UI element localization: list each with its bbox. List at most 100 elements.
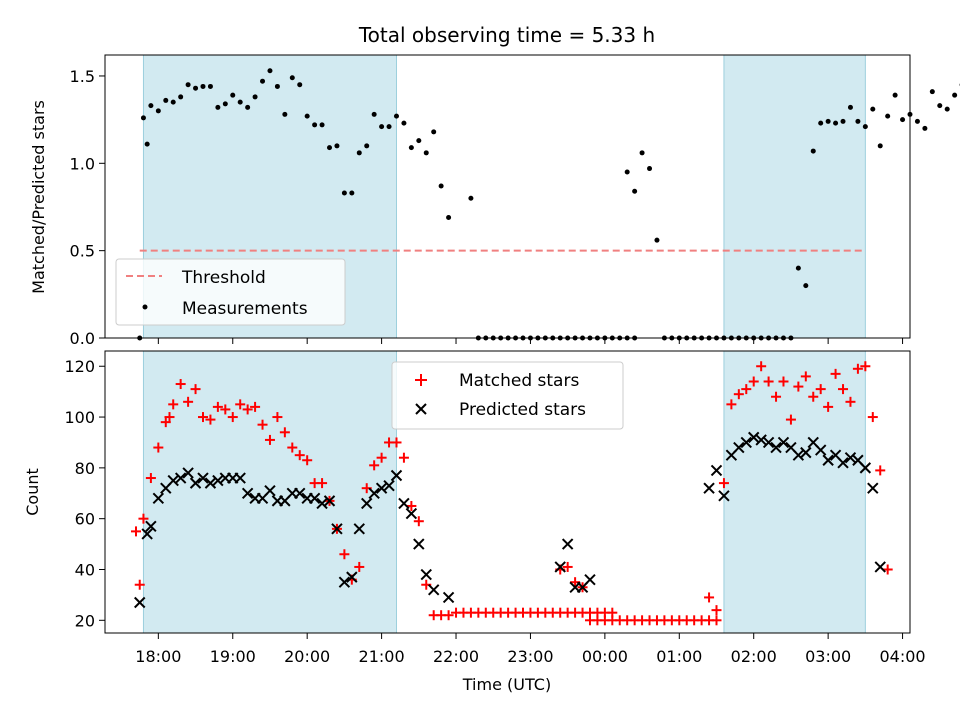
measurement-point	[446, 215, 451, 220]
measurement-point	[409, 145, 414, 150]
measurement-point	[305, 114, 310, 119]
measurement-point	[640, 150, 645, 155]
measurement-point	[431, 129, 436, 134]
measurement-point	[297, 82, 302, 87]
measurement-point	[922, 126, 927, 131]
measurement-point	[200, 84, 205, 89]
xtick-label: 19:00	[210, 647, 256, 666]
xtick-label: 23:00	[507, 647, 553, 666]
shaded-interval-2	[724, 351, 865, 633]
measurement-point	[253, 94, 258, 99]
measurement-point	[334, 143, 339, 148]
predicted-star-point	[421, 570, 431, 580]
bottom-ytick-label: 60	[75, 510, 95, 529]
predicted-star-point	[563, 539, 573, 549]
matched-star-point	[399, 453, 409, 463]
figure-title: Total observing time = 5.33 h	[358, 23, 655, 47]
bottom-legend: Matched stars Predicted stars	[392, 362, 623, 429]
measurement-point	[290, 75, 295, 80]
predicted-star-point	[585, 575, 595, 585]
matched-legend-label: Matched stars	[459, 371, 579, 391]
xtick-label: 04:00	[880, 647, 926, 666]
xtick-label: 00:00	[582, 647, 628, 666]
measurement-point	[364, 143, 369, 148]
predicted-star-point	[704, 483, 714, 493]
measurement-point	[342, 191, 347, 196]
xtick-label: 02:00	[731, 647, 777, 666]
measurement-point	[893, 93, 898, 98]
measurement-point	[394, 114, 399, 119]
predicted-star-point	[429, 585, 439, 595]
measurement-point	[811, 149, 816, 154]
measurement-point	[357, 150, 362, 155]
measurement-point	[171, 100, 176, 105]
measurement-point	[320, 122, 325, 127]
measurement-point	[379, 124, 384, 129]
measurement-point	[952, 93, 957, 98]
measurement-point	[238, 100, 243, 105]
bottom-ytick-label: 100	[64, 408, 95, 427]
measurement-point	[267, 68, 272, 73]
predicted-star-point	[712, 465, 722, 475]
measurements-legend-marker	[143, 305, 148, 310]
matched-star-point	[704, 592, 714, 602]
measurement-point	[833, 121, 838, 126]
measurement-point	[186, 82, 191, 87]
measurement-point	[818, 121, 823, 126]
measurement-point	[424, 150, 429, 155]
measurement-point	[945, 107, 950, 112]
predicted-star-point	[444, 592, 454, 602]
top-ytick-label: 0.0	[70, 329, 95, 348]
measurement-point	[223, 101, 228, 106]
measurement-point	[215, 105, 220, 110]
measurement-point	[141, 115, 146, 120]
measurement-point	[625, 170, 630, 175]
bottom-ytick-label: 40	[75, 560, 95, 579]
measurement-point	[349, 191, 354, 196]
predicted-star-point	[414, 539, 424, 549]
measurement-point	[654, 238, 659, 243]
bottom-ytick-label: 80	[75, 459, 95, 478]
measurement-point	[468, 196, 473, 201]
measurement-point	[900, 117, 905, 122]
measurement-point	[327, 145, 332, 150]
measurement-point	[145, 142, 150, 147]
predicted-star-point	[399, 498, 409, 508]
measurement-point	[260, 79, 265, 84]
bottom-ytick-label: 120	[64, 357, 95, 376]
predicted-legend-label: Predicted stars	[459, 400, 586, 420]
matched-star-point	[131, 526, 141, 536]
measurement-point	[796, 266, 801, 271]
matched-star-point	[712, 615, 722, 625]
top-ytick-label: 1.5	[70, 67, 95, 86]
measurement-point	[937, 103, 942, 108]
measurement-point	[178, 94, 183, 99]
measurement-point	[885, 114, 890, 119]
measurement-point	[275, 84, 280, 89]
measurement-point	[632, 189, 637, 194]
measurement-point	[208, 84, 213, 89]
measurement-point	[230, 93, 235, 98]
predicted-star-point	[868, 483, 878, 493]
measurement-point	[245, 105, 250, 110]
measurement-point	[915, 119, 920, 124]
measurement-point	[156, 108, 161, 113]
xtick-label: 20:00	[284, 647, 330, 666]
xtick-label: 03:00	[805, 647, 851, 666]
matched-star-point	[712, 605, 722, 615]
measurement-point	[870, 107, 875, 112]
top-ytick-label: 0.5	[70, 242, 95, 261]
xtick-label: 01:00	[656, 647, 702, 666]
measurement-point	[803, 283, 808, 288]
measurement-point	[387, 124, 392, 129]
matched-star-point	[868, 412, 878, 422]
shaded-interval-2	[724, 55, 865, 338]
threshold-legend-label: Threshold	[181, 268, 266, 288]
measurement-point	[855, 119, 860, 124]
measurement-point	[312, 122, 317, 127]
measurements-legend-label: Measurements	[182, 299, 308, 319]
measurement-point	[878, 143, 883, 148]
measurement-point	[401, 121, 406, 126]
